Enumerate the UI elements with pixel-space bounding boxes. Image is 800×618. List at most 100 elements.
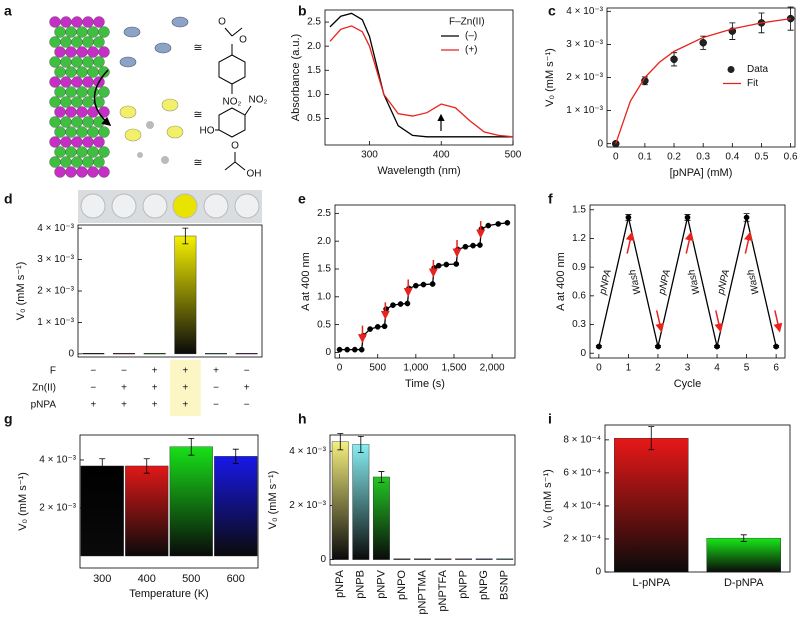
- legend-title: F–Zn(II): [449, 17, 485, 28]
- bead: [87, 46, 99, 58]
- data-point: [344, 346, 351, 353]
- table-cell: +: [182, 383, 188, 394]
- x-tick-label: 6: [773, 363, 779, 374]
- well: [142, 193, 168, 219]
- atom-label: NO₂: [223, 97, 242, 108]
- well: [234, 193, 260, 219]
- bead: [65, 166, 77, 178]
- plot-frame: [329, 434, 516, 566]
- y-tick-label: 2 × 10⁻³: [37, 286, 74, 297]
- panel-letter: f: [548, 191, 553, 207]
- error-bar: [337, 433, 344, 451]
- table-cell: +: [213, 366, 219, 377]
- x-tick-label: 2,000: [480, 363, 505, 374]
- data-point: [429, 281, 436, 287]
- x-tick-label: 0.3: [696, 152, 710, 163]
- bead: [93, 36, 105, 48]
- y-tick-label: 4 × 10⁻³: [39, 455, 76, 466]
- bead: [98, 46, 110, 58]
- bead: [49, 156, 61, 168]
- data-point: [477, 242, 483, 248]
- bead: [49, 16, 61, 28]
- y-tick-label: 1.5: [317, 264, 331, 275]
- bead: [71, 116, 83, 128]
- y-tick-label: 2.5: [307, 17, 321, 28]
- data-point: [714, 343, 720, 350]
- cycle-arrow: [714, 310, 724, 333]
- bar: [205, 353, 227, 355]
- bead: [65, 86, 77, 98]
- reaction-arrow: [93, 69, 112, 126]
- acetate-icons: [137, 121, 169, 164]
- cycle-arrow: [684, 231, 694, 254]
- atom-label: HO: [200, 126, 215, 137]
- atom-labels: O O NO₂ NO₂ HO O OH ≅ ≅ ≅: [193, 17, 267, 180]
- x-tick-label: pNPA: [334, 569, 346, 598]
- x-tick-label: pNPB: [355, 570, 367, 599]
- bead: [65, 66, 77, 78]
- error-bar: [232, 448, 239, 464]
- bead: [71, 136, 83, 148]
- bead: [93, 16, 105, 28]
- y-axis-label: Absorbance (a.u.): [290, 34, 302, 121]
- row-label: Zn(II): [32, 383, 56, 394]
- panel-letter: i: [548, 411, 552, 427]
- bead: [60, 56, 72, 68]
- bar: [372, 476, 390, 560]
- bead: [82, 136, 94, 148]
- bead: [93, 156, 105, 168]
- well: [203, 193, 229, 219]
- panel-letter: c: [548, 3, 556, 19]
- plot-frame: [324, 9, 514, 146]
- bead: [93, 136, 105, 148]
- atom-label: O: [239, 35, 247, 46]
- bead: [54, 46, 66, 58]
- atom-label: O: [218, 17, 226, 28]
- bead: [87, 26, 99, 38]
- bead: [49, 116, 61, 128]
- x-tick-label: 1,500: [441, 363, 466, 374]
- y-tick-label: 0.5: [307, 113, 321, 124]
- bead: [82, 76, 94, 88]
- table-cell: +: [121, 383, 127, 394]
- y-tick-label: 4 × 10⁻³: [289, 446, 326, 457]
- x-tick-label: 0.4: [725, 152, 739, 163]
- x-tick-label: 3: [685, 363, 691, 374]
- data-point: [381, 323, 388, 330]
- bead: [60, 136, 72, 148]
- y-tick-label: 4 × 10⁻⁴: [563, 501, 601, 512]
- series-line: [329, 12, 513, 138]
- bead: [54, 86, 66, 98]
- data-point: [670, 55, 678, 64]
- bead: [54, 106, 66, 118]
- table-cell: +: [244, 383, 250, 394]
- x-axis-label: Temperature (K): [129, 588, 208, 600]
- plot-frame: [79, 434, 259, 569]
- x-tick-label: BSNP: [499, 570, 511, 600]
- bead: [65, 126, 77, 138]
- bead: [76, 146, 88, 158]
- bead: [76, 86, 88, 98]
- bead: [71, 16, 83, 28]
- bar: [82, 353, 105, 355]
- y-tick-label: 4 × 10⁻³: [37, 223, 74, 234]
- x-tick-label: 1,000: [403, 363, 428, 374]
- bead: [98, 166, 110, 178]
- data-point: [684, 214, 691, 221]
- bead: [87, 66, 99, 78]
- bead: [76, 166, 88, 178]
- bead: [71, 56, 83, 68]
- data-point: [336, 346, 343, 353]
- bead: [60, 96, 72, 108]
- bead: [98, 26, 110, 38]
- error-bar: [378, 471, 385, 483]
- bead: [60, 36, 72, 48]
- x-tick-label: pNPO: [396, 570, 408, 600]
- x-tick-label: pNPTMA: [416, 569, 428, 614]
- bead: [87, 126, 99, 138]
- bar: [434, 558, 452, 560]
- y-tick-label: 0: [320, 554, 326, 565]
- series-line: [339, 222, 508, 351]
- bead: [71, 156, 83, 168]
